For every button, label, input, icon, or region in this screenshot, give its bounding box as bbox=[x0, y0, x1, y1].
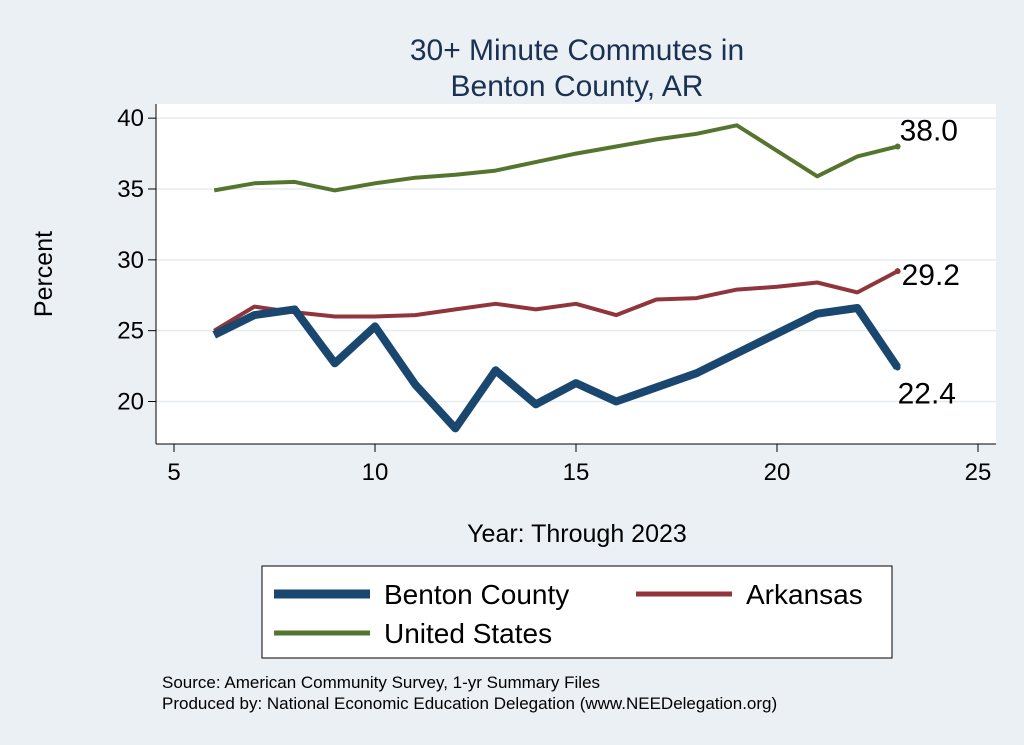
chart-title-line-1: 30+ Minute Commutes in bbox=[410, 34, 744, 67]
end-label-united-states: 38.0 bbox=[900, 115, 958, 148]
end-label-benton-county: 22.4 bbox=[898, 378, 956, 411]
y-tick-label-25: 25 bbox=[117, 318, 144, 345]
chart-title-line-2: Benton County, AR bbox=[451, 70, 704, 103]
y-tick-label-20: 20 bbox=[117, 389, 144, 416]
gridlines bbox=[156, 117, 996, 403]
x-tick-label-10: 10 bbox=[362, 459, 389, 486]
x-tick-label-15: 15 bbox=[563, 459, 590, 486]
x-tick-label-20: 20 bbox=[764, 459, 791, 486]
series-line-benton-county bbox=[212, 304, 901, 433]
x-tick-label-25: 25 bbox=[965, 459, 992, 486]
producer-note: Produced by: National Economic Education… bbox=[162, 694, 777, 713]
end-point-arkansas bbox=[894, 268, 901, 275]
legend-label-united-states: United States bbox=[384, 618, 552, 649]
legend-box bbox=[261, 565, 893, 659]
legend-label-arkansas: Arkansas bbox=[746, 579, 863, 610]
legend-label-benton-county: Benton County bbox=[384, 579, 569, 610]
series-line-united-states bbox=[213, 123, 899, 193]
series-lines bbox=[212, 123, 901, 433]
end-point-benton-county bbox=[894, 364, 901, 371]
series-line-arkansas bbox=[213, 269, 899, 333]
end-label-arkansas: 29.2 bbox=[902, 259, 960, 292]
end-labels: 22.4 29.2 38.0 bbox=[898, 115, 960, 411]
legend: Benton County Arkansas United States bbox=[261, 565, 893, 659]
axis-ticks: 20 25 30 35 40 5 10 15 20 25 bbox=[117, 105, 991, 486]
x-axis-title: Year: Through 2023 bbox=[467, 520, 687, 548]
y-tick-label-35: 35 bbox=[117, 176, 144, 203]
y-tick-label-30: 30 bbox=[117, 247, 144, 274]
y-tick-label-40: 40 bbox=[117, 105, 144, 132]
y-axis-title: Percent bbox=[30, 231, 58, 317]
source-note: Source: American Community Survey, 1-yr … bbox=[162, 673, 600, 692]
end-point-united-states bbox=[894, 143, 901, 150]
x-tick-label-5: 5 bbox=[167, 459, 180, 486]
